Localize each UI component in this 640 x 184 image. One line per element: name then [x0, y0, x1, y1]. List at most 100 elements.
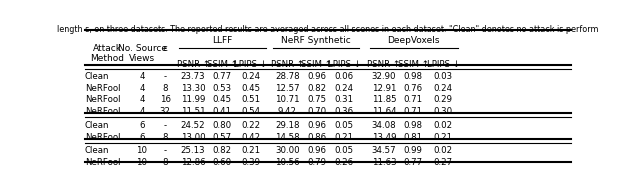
Text: 0.27: 0.27: [433, 158, 452, 167]
Text: DeepVoxels: DeepVoxels: [388, 36, 440, 45]
Text: 0.60: 0.60: [212, 158, 232, 167]
Text: 0.96: 0.96: [307, 146, 326, 155]
Text: 13.30: 13.30: [180, 84, 205, 93]
Text: 0.77: 0.77: [404, 158, 423, 167]
Text: Clean: Clean: [85, 146, 109, 155]
Text: 0.31: 0.31: [335, 95, 354, 105]
Text: Attack
Method: Attack Method: [90, 44, 124, 63]
Text: 0.53: 0.53: [212, 84, 232, 93]
Text: 0.71: 0.71: [404, 107, 423, 116]
Text: 0.06: 0.06: [335, 72, 354, 81]
Text: ε: ε: [163, 44, 168, 53]
Text: 0.30: 0.30: [433, 107, 452, 116]
Text: 34.57: 34.57: [372, 146, 396, 155]
Text: 0.21: 0.21: [335, 133, 354, 142]
Text: 0.82: 0.82: [212, 146, 232, 155]
Text: 10.71: 10.71: [275, 95, 300, 105]
Text: 30.00: 30.00: [275, 146, 300, 155]
Text: 0.75: 0.75: [307, 95, 326, 105]
Text: 0.99: 0.99: [404, 146, 423, 155]
Text: 14.58: 14.58: [275, 133, 300, 142]
Text: 0.26: 0.26: [335, 158, 354, 167]
Text: 0.98: 0.98: [404, 72, 423, 81]
Text: 0.24: 0.24: [241, 72, 260, 81]
Text: 0.57: 0.57: [212, 133, 232, 142]
Text: 0.96: 0.96: [307, 72, 326, 81]
Text: 11.99: 11.99: [181, 95, 205, 105]
Text: 6: 6: [140, 133, 145, 142]
Text: 4: 4: [140, 84, 145, 93]
Text: 6: 6: [140, 121, 145, 130]
Text: 32: 32: [160, 107, 171, 116]
Text: LPIPS ↓: LPIPS ↓: [328, 60, 361, 69]
Text: 12.57: 12.57: [275, 84, 300, 93]
Text: 0.21: 0.21: [241, 146, 260, 155]
Text: length ε, on three datasets. The reported results are averaged across all scenes: length ε, on three datasets. The reporte…: [57, 25, 599, 34]
Text: 0.80: 0.80: [212, 121, 232, 130]
Text: PSNR ↑: PSNR ↑: [367, 60, 401, 69]
Text: 0.71: 0.71: [404, 95, 423, 105]
Text: 0.86: 0.86: [307, 133, 326, 142]
Text: 0.70: 0.70: [307, 107, 326, 116]
Text: 12.91: 12.91: [372, 84, 396, 93]
Text: 0.45: 0.45: [212, 95, 232, 105]
Text: 0.02: 0.02: [433, 121, 452, 130]
Text: 34.08: 34.08: [372, 121, 396, 130]
Text: 0.05: 0.05: [335, 146, 354, 155]
Text: 0.96: 0.96: [307, 121, 326, 130]
Text: 0.81: 0.81: [404, 133, 423, 142]
Text: 4: 4: [140, 107, 145, 116]
Text: 0.03: 0.03: [433, 72, 452, 81]
Text: 4: 4: [140, 95, 145, 105]
Text: LPIPS ↓: LPIPS ↓: [427, 60, 460, 69]
Text: -: -: [164, 72, 167, 81]
Text: No. Source
Views: No. Source Views: [118, 44, 166, 63]
Text: 0.02: 0.02: [433, 146, 452, 155]
Text: 0.36: 0.36: [335, 107, 354, 116]
Text: 0.24: 0.24: [335, 84, 354, 93]
Text: 0.21: 0.21: [433, 133, 452, 142]
Text: 0.51: 0.51: [241, 95, 260, 105]
Text: SSIM ↑: SSIM ↑: [398, 60, 429, 69]
Text: 8: 8: [163, 84, 168, 93]
Text: NeRFool: NeRFool: [85, 95, 120, 105]
Text: 10: 10: [136, 158, 147, 167]
Text: 25.13: 25.13: [180, 146, 205, 155]
Text: 0.82: 0.82: [307, 84, 326, 93]
Text: 29.18: 29.18: [275, 121, 300, 130]
Text: 0.77: 0.77: [212, 72, 232, 81]
Text: NeRFool: NeRFool: [85, 84, 120, 93]
Text: 0.98: 0.98: [404, 121, 423, 130]
Text: 0.39: 0.39: [241, 158, 260, 167]
Text: 0.45: 0.45: [241, 84, 260, 93]
Text: 0.54: 0.54: [241, 107, 260, 116]
Text: Clean: Clean: [85, 121, 109, 130]
Text: 23.73: 23.73: [180, 72, 205, 81]
Text: Clean: Clean: [85, 72, 109, 81]
Text: NeRFool: NeRFool: [85, 133, 120, 142]
Text: 11.85: 11.85: [372, 95, 396, 105]
Text: 24.52: 24.52: [180, 121, 205, 130]
Text: LLFF: LLFF: [212, 36, 232, 45]
Text: PSNR ↑: PSNR ↑: [177, 60, 210, 69]
Text: 10.56: 10.56: [275, 158, 300, 167]
Text: 0.76: 0.76: [404, 84, 423, 93]
Text: 11.64: 11.64: [372, 107, 396, 116]
Text: PSNR ↑: PSNR ↑: [271, 60, 304, 69]
Text: 11.63: 11.63: [372, 158, 396, 167]
Text: 0.79: 0.79: [307, 158, 326, 167]
Text: SSIM ↑: SSIM ↑: [207, 60, 238, 69]
Text: 0.05: 0.05: [335, 121, 354, 130]
Text: 8: 8: [163, 133, 168, 142]
Text: NeRFool: NeRFool: [85, 158, 120, 167]
Text: 8: 8: [163, 158, 168, 167]
Text: 32.90: 32.90: [372, 72, 396, 81]
Text: 9.42: 9.42: [278, 107, 297, 116]
Text: NeRFool: NeRFool: [85, 107, 120, 116]
Text: NeRF Synthetic: NeRF Synthetic: [281, 36, 351, 45]
Text: 11.51: 11.51: [180, 107, 205, 116]
Text: 28.78: 28.78: [275, 72, 300, 81]
Text: 0.22: 0.22: [241, 121, 260, 130]
Text: 0.29: 0.29: [433, 95, 452, 105]
Text: 10: 10: [136, 146, 147, 155]
